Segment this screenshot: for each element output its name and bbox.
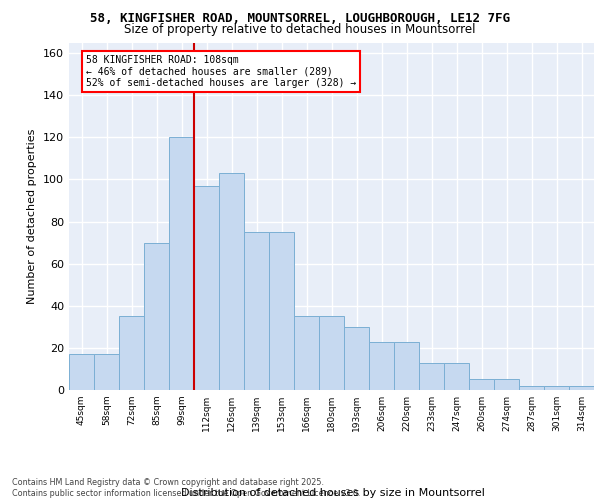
Bar [319,316,344,390]
Text: Contains HM Land Registry data © Crown copyright and database right 2025.
Contai: Contains HM Land Registry data © Crown c… [12,478,361,498]
Bar [144,242,169,390]
Bar [369,342,394,390]
Bar [469,380,494,390]
Bar [494,380,519,390]
Text: 58, KINGFISHER ROAD, MOUNTSORREL, LOUGHBOROUGH, LE12 7FG: 58, KINGFISHER ROAD, MOUNTSORREL, LOUGHB… [90,12,510,24]
Bar [419,362,444,390]
Text: Size of property relative to detached houses in Mountsorrel: Size of property relative to detached ho… [124,22,476,36]
Bar [569,386,594,390]
Bar [444,362,469,390]
Bar [269,232,294,390]
Bar [169,138,194,390]
Bar [94,354,119,390]
Bar [219,173,244,390]
Text: 58 KINGFISHER ROAD: 108sqm
← 46% of detached houses are smaller (289)
52% of sem: 58 KINGFISHER ROAD: 108sqm ← 46% of deta… [86,55,356,88]
Bar [244,232,269,390]
Bar [519,386,544,390]
Bar [294,316,319,390]
Bar [544,386,569,390]
Y-axis label: Number of detached properties: Number of detached properties [28,128,37,304]
Bar [119,316,144,390]
Bar [394,342,419,390]
Bar [69,354,94,390]
Bar [344,327,369,390]
Text: Distribution of detached houses by size in Mountsorrel: Distribution of detached houses by size … [181,488,485,498]
Bar [194,186,219,390]
